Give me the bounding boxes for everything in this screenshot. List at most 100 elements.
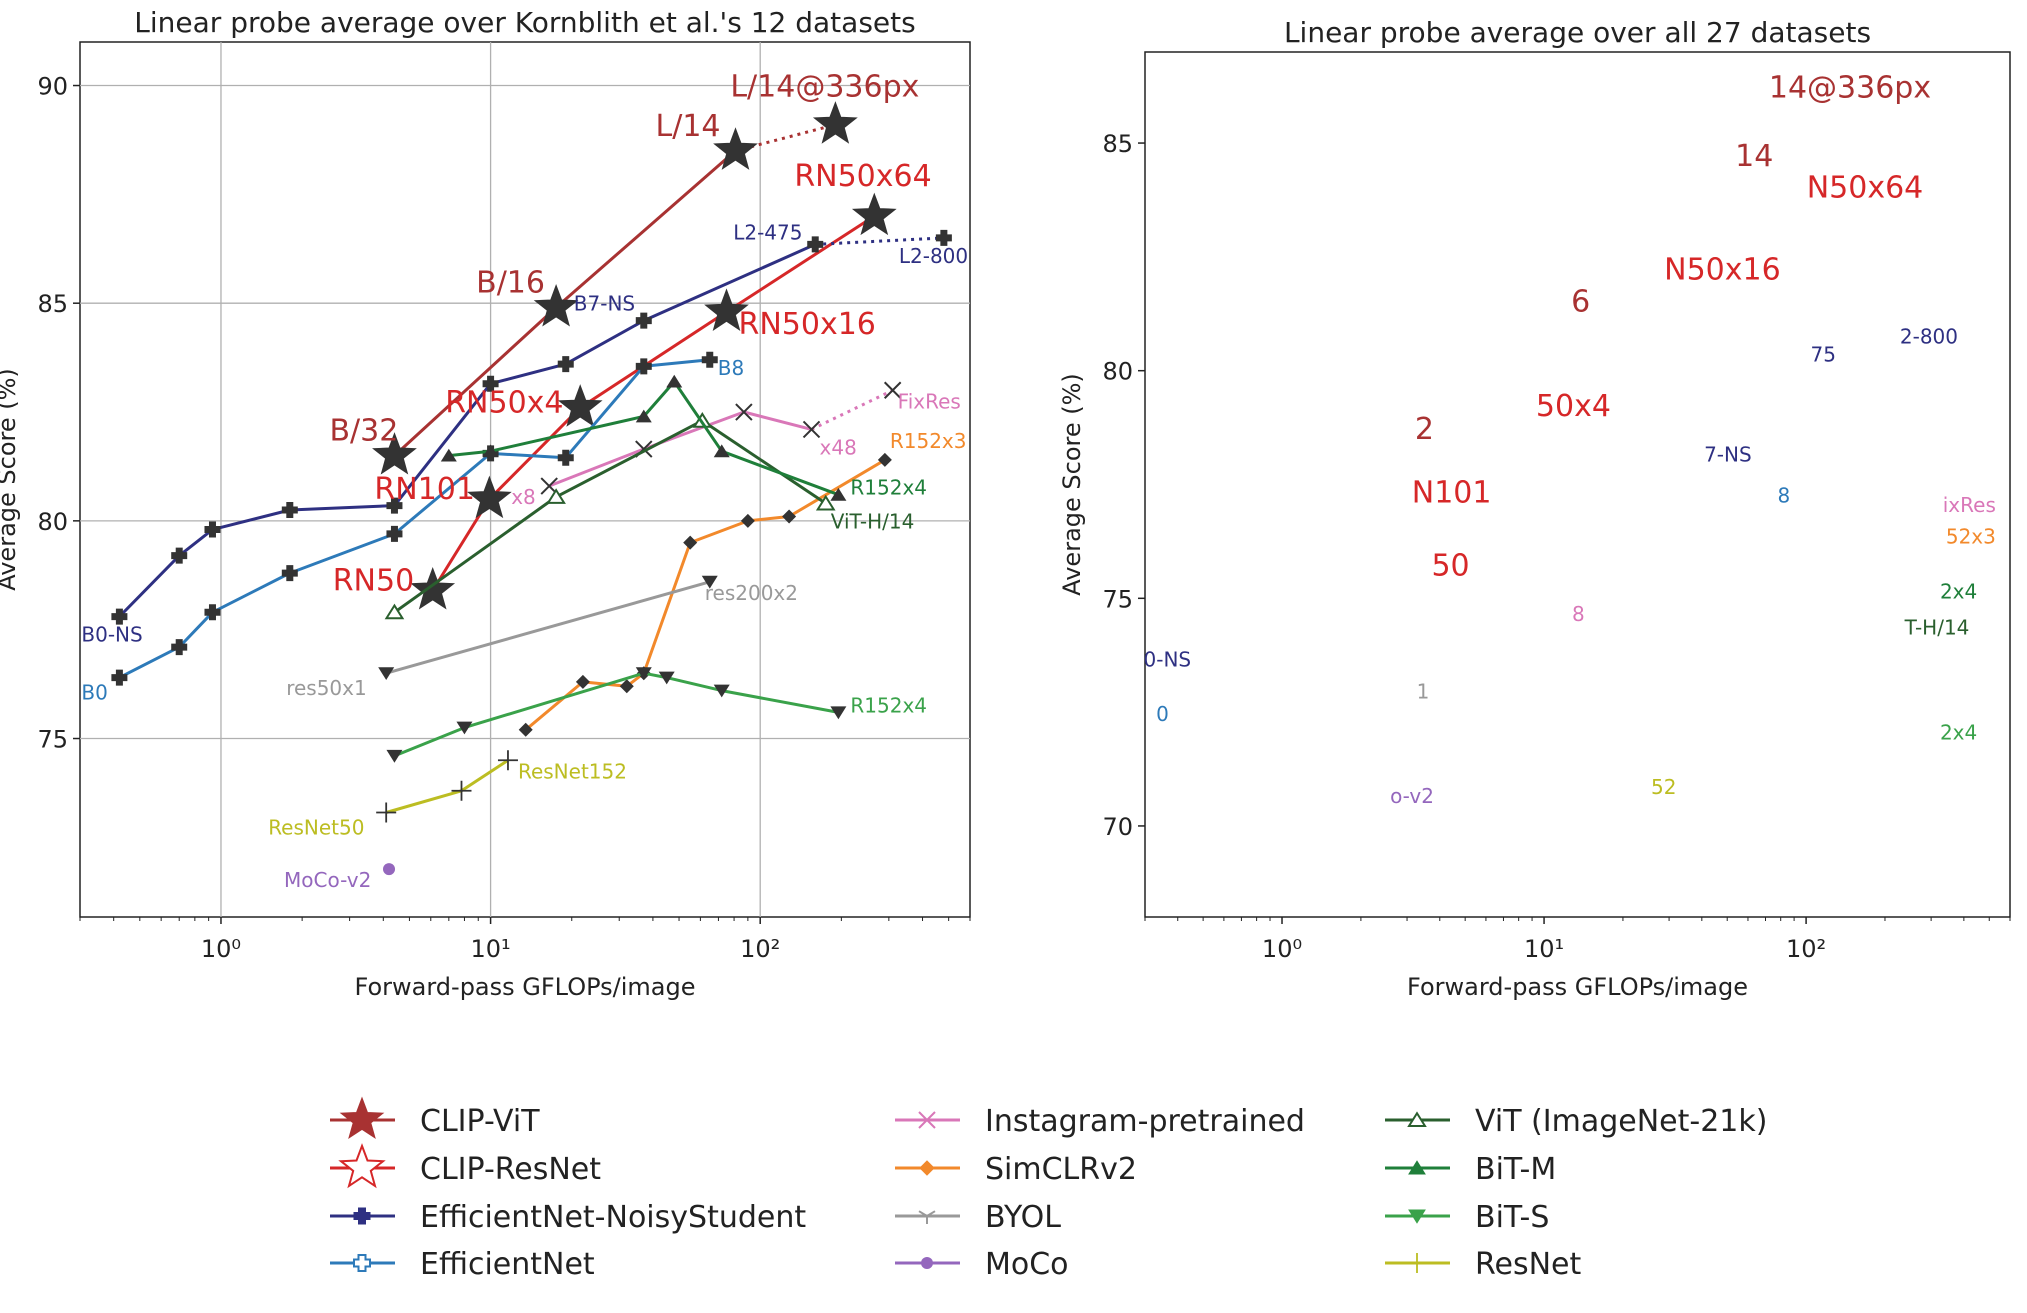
data-label-clip-resnet: RN50x64 xyxy=(794,159,931,194)
point-instagram-pretrained xyxy=(802,420,821,439)
series-efficientnet-noisystudent xyxy=(111,229,952,625)
data-label-2-800: 2-800 xyxy=(1900,324,1958,348)
data-label-clip-vit: L/14@336px xyxy=(730,70,919,105)
point-simclrv2 xyxy=(782,509,797,524)
legend-entry-simclrv2: SimCLRv2 xyxy=(895,1152,1137,1187)
point-byol xyxy=(378,667,395,681)
legend-label-vit-imagenet-21k: ViT (ImageNet-21k) xyxy=(1475,1104,1767,1139)
data-label-bit-m: R152x4 xyxy=(850,476,927,500)
legend-label-resnet: ResNet xyxy=(1475,1247,1581,1282)
chart-1-ytick-label: 85 xyxy=(37,290,68,318)
legend-label-clip-resnet: CLIP-ResNet xyxy=(420,1152,601,1187)
data-label-resnet: ResNet152 xyxy=(518,759,627,783)
point-moco xyxy=(383,863,396,876)
data-label-clip-resnet: RN50x4 xyxy=(445,386,563,421)
series-bit-s xyxy=(386,667,847,763)
data-label-byol: res50x1 xyxy=(286,676,367,700)
point-clip-resnet xyxy=(557,384,603,427)
series-line-byol xyxy=(385,580,711,675)
point-efficientnet xyxy=(635,358,652,375)
data-label-efficientnet-noisystudent: B7-NS xyxy=(574,292,635,316)
chart-1-xtick-label: 10⁰ xyxy=(201,935,241,963)
point-efficientnet-noisystudent xyxy=(482,375,499,392)
point-instagram-pretrained xyxy=(883,381,902,399)
data-label-bit-s: R152x4 xyxy=(850,693,927,717)
data-label-byol: res200x2 xyxy=(705,581,798,605)
point-efficientnet-noisystudent xyxy=(281,501,298,518)
chart-2-xtick-label: 10⁰ xyxy=(1262,935,1302,963)
data-label-n50x64: N50x64 xyxy=(1807,171,1924,206)
point-efficientnet-noisystudent xyxy=(935,229,952,246)
series-efficientnet xyxy=(111,351,718,686)
chart-2-ytick-label: 70 xyxy=(1102,813,1133,841)
point-efficientnet xyxy=(386,525,403,542)
series-line-bit-m xyxy=(448,380,839,497)
legend: CLIP-ViT CLIP-ResNet EfficientNet-NoisyStu… xyxy=(330,1096,1767,1282)
legend-marker-bit-m xyxy=(1408,1160,1426,1175)
data-label-o-v2: o-v2 xyxy=(1390,784,1434,808)
series-extension-efficientnet-noisystudent xyxy=(815,236,944,246)
point-bit-s xyxy=(456,721,473,735)
chart-1-xlabel: Forward-pass GFLOPs/image xyxy=(355,973,696,1001)
legend-marker-clip-vit xyxy=(339,1096,385,1140)
legend-marker-instagram-pretrained xyxy=(918,1111,936,1129)
point-bit-s xyxy=(658,671,675,685)
legend-entry-moco: MoCo xyxy=(895,1247,1069,1282)
legend-entry-vit-imagenet-21k: ViT (ImageNet-21k) xyxy=(1385,1104,1767,1139)
legend-entry-instagram-pretrained: Instagram-pretrained xyxy=(895,1104,1305,1139)
chart-2-ytick-label: 75 xyxy=(1102,585,1133,613)
series-line-instagram-pretrained xyxy=(548,410,812,488)
point-bit-m xyxy=(440,448,457,462)
data-label-52x3: 52x3 xyxy=(1946,525,1996,549)
data-label-8: 8 xyxy=(1572,602,1585,626)
data-label-0-ns: 0-NS xyxy=(1144,648,1192,672)
point-efficientnet-noisystudent xyxy=(386,497,403,514)
data-label-vit-imagenet-21k: ViT-H/14 xyxy=(831,509,915,533)
point-clip-vit xyxy=(812,101,858,144)
chart-2-xlabel: Forward-pass GFLOPs/image xyxy=(1407,973,1748,1001)
point-vit-imagenet-21k xyxy=(384,603,405,620)
point-clip-resnet xyxy=(467,475,512,519)
data-label-8: 8 xyxy=(1778,484,1791,508)
data-label-ixres: ixRes xyxy=(1943,493,1996,517)
series-moco xyxy=(383,863,396,876)
legend-entry-efficientnet: EfficientNet xyxy=(330,1247,595,1282)
data-label-75: 75 xyxy=(1810,343,1835,367)
point-vit-imagenet-21k xyxy=(815,494,836,511)
legend-label-efficientnet: EfficientNet xyxy=(420,1247,595,1282)
data-label-n50x16: N50x16 xyxy=(1664,253,1781,288)
point-clip-vit xyxy=(533,283,579,327)
legend-marker-vit-imagenet-21k xyxy=(1407,1111,1427,1127)
data-label-efficientnet: B8 xyxy=(718,356,744,380)
data-label-2: 2 xyxy=(1415,412,1434,447)
point-clip-resnet xyxy=(704,288,749,331)
data-label-efficientnet-noisystudent: B0-NS xyxy=(81,623,142,647)
point-bit-m xyxy=(830,487,847,501)
data-label-t-h-14: T-H/14 xyxy=(1904,616,1970,640)
legend-label-bit-s: BiT-S xyxy=(1475,1200,1549,1235)
series-line-bit-s xyxy=(393,671,839,758)
legend-marker-efficientnet xyxy=(353,1254,371,1272)
chart-1-ylabel: Average Score (%) xyxy=(0,368,21,591)
chart-2-ylabel: Average Score (%) xyxy=(1058,373,1086,596)
point-clip-resnet xyxy=(851,192,897,236)
data-label-2x4: 2x4 xyxy=(1940,579,1977,603)
chart-2-text-labels: 14@336px 14 N50x64 N50x16 6 2-800 75 50x4 2 7-NS N… xyxy=(1144,71,1996,809)
chart-1-data-labels: B/32 B/16 L/14 L/14@336px RN50 RN101 RN50x4 RN5… xyxy=(81,70,968,892)
legend-label-clip-vit: CLIP-ViT xyxy=(420,1104,540,1139)
chart-1-title: Linear probe average over Kornblith et a… xyxy=(134,6,915,39)
data-label-14-336px: 14@336px xyxy=(1769,71,1931,106)
chart-2-title: Linear probe average over all 27 dataset… xyxy=(1284,16,1871,49)
point-efficientnet-noisystudent xyxy=(204,521,221,538)
series-instagram-pretrained xyxy=(540,381,902,495)
legend-entry-byol: BYOL xyxy=(895,1200,1061,1235)
point-clip-vit xyxy=(372,432,417,475)
point-efficientnet-noisystudent xyxy=(635,312,652,329)
point-resnet xyxy=(451,780,472,801)
point-efficientnet-noisystudent xyxy=(171,547,188,564)
point-bit-s xyxy=(635,667,652,681)
data-label-instagram-pretrained: x48 xyxy=(820,435,857,459)
data-label-clip-resnet: RN101 xyxy=(374,472,475,507)
data-label-52: 52 xyxy=(1651,775,1676,799)
